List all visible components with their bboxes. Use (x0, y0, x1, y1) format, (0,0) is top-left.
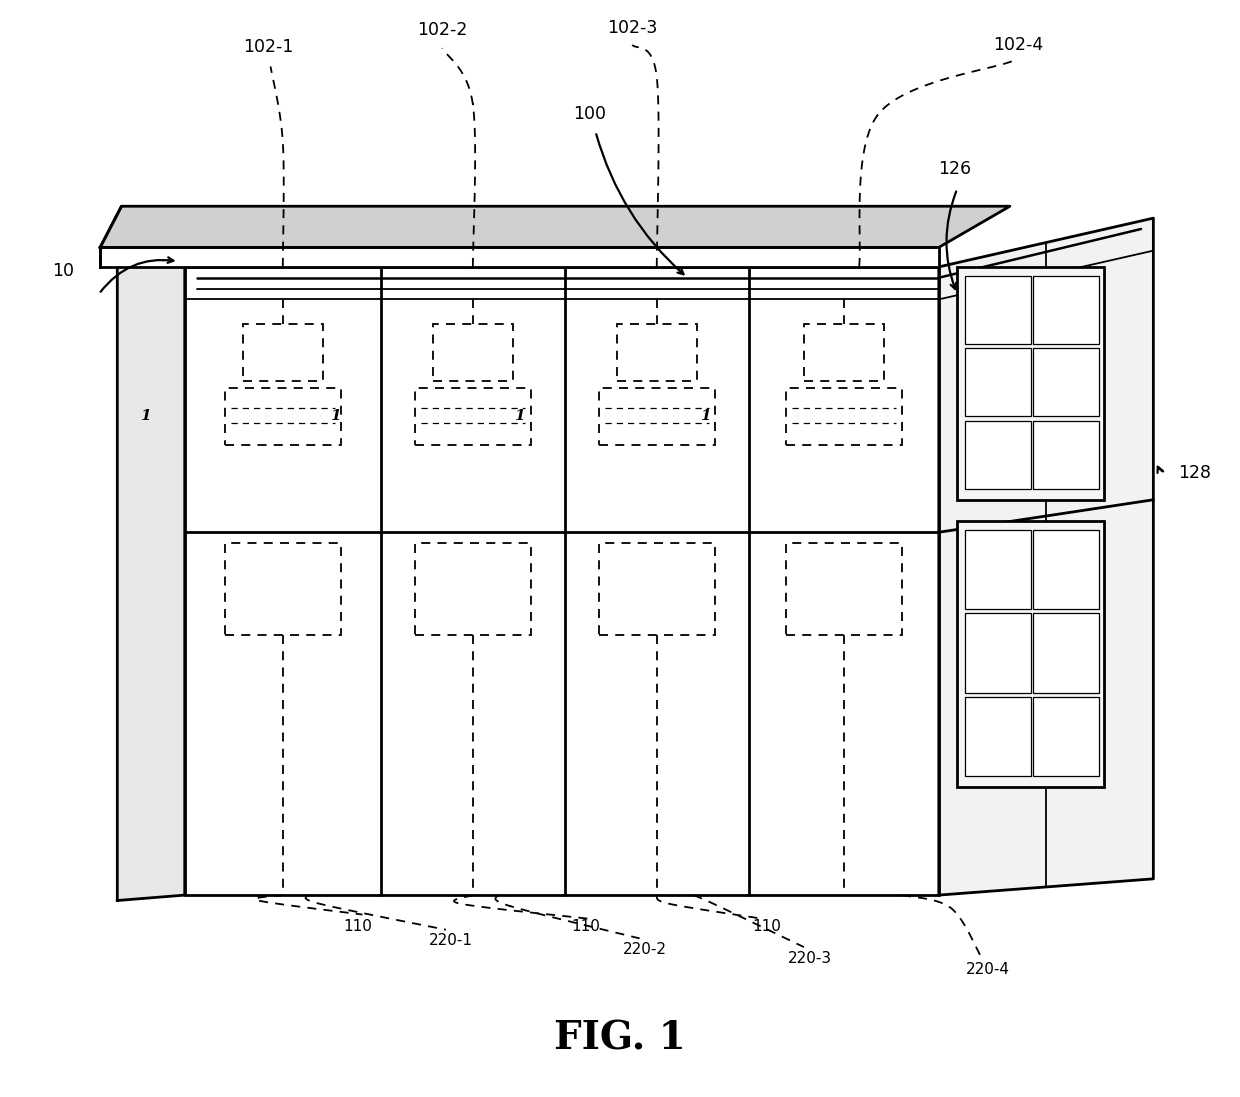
Bar (957, 521, 1105, 787)
Polygon shape (939, 218, 1153, 895)
Bar (965, 275, 1030, 343)
Bar (1033, 348, 1100, 417)
Text: 220-2: 220-2 (622, 941, 667, 957)
Text: 102-2: 102-2 (417, 22, 467, 39)
Text: 1: 1 (330, 409, 340, 423)
Bar (965, 697, 1030, 776)
Bar (965, 420, 1030, 489)
Text: 220-3: 220-3 (787, 951, 832, 966)
Bar (785, 388, 901, 444)
Bar (224, 388, 341, 444)
Bar (1033, 697, 1100, 776)
Text: 220-4: 220-4 (966, 962, 1009, 977)
Polygon shape (100, 206, 1009, 248)
Bar (804, 325, 884, 381)
Text: 102-1: 102-1 (243, 37, 294, 56)
Text: 1: 1 (701, 409, 712, 423)
Bar (965, 613, 1030, 692)
Bar (965, 530, 1030, 609)
Bar (414, 543, 531, 635)
Bar (618, 325, 697, 381)
Bar (433, 325, 512, 381)
Bar (224, 543, 341, 635)
Text: 110: 110 (753, 919, 781, 934)
Text: 220-1: 220-1 (429, 934, 472, 948)
Bar (785, 543, 901, 635)
Text: FIG. 1: FIG. 1 (554, 1019, 686, 1058)
Bar (957, 267, 1105, 500)
Text: 128: 128 (1178, 464, 1211, 482)
Bar (243, 325, 322, 381)
Bar (599, 388, 715, 444)
Polygon shape (118, 235, 185, 901)
Polygon shape (100, 248, 939, 267)
Text: 1: 1 (140, 409, 150, 423)
Text: 110: 110 (343, 919, 372, 934)
Text: 1: 1 (513, 409, 525, 423)
Text: 126: 126 (939, 160, 971, 178)
Text: 100: 100 (573, 105, 606, 123)
Bar (599, 543, 715, 635)
Bar (965, 348, 1030, 417)
Bar (1033, 530, 1100, 609)
Text: 10: 10 (52, 262, 74, 280)
Bar (1033, 613, 1100, 692)
Bar (1033, 275, 1100, 343)
Bar (1033, 420, 1100, 489)
Bar (414, 388, 531, 444)
Text: 102-3: 102-3 (608, 20, 657, 37)
Text: 110: 110 (572, 919, 600, 934)
Text: 102-4: 102-4 (993, 35, 1044, 54)
